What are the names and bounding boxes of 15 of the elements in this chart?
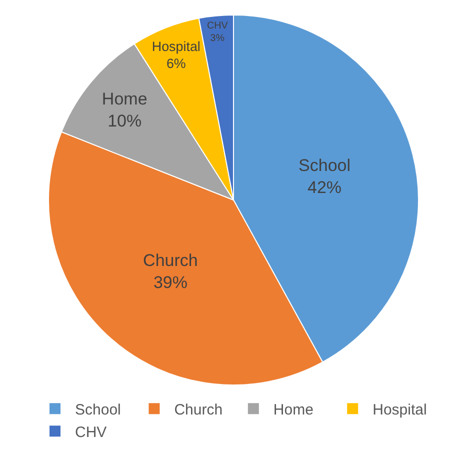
slice-label: Hospital [152,38,200,54]
legend-label: Hospital [372,402,427,418]
data-label: 3% [210,33,225,44]
legend-label: School [75,402,121,418]
data-label: 42% [308,178,342,198]
data-label: 6% [166,56,186,72]
slice-label: Home [102,89,148,108]
legend-label: CHV [75,424,107,441]
legend-label: Home [273,402,314,418]
data-label: 39% [153,273,188,292]
slice-label: CHV [207,20,228,32]
slice-label: Church [143,250,198,270]
data-label: 10% [108,111,142,130]
legend-label: Church [174,402,223,418]
slice-label: School [298,156,351,176]
